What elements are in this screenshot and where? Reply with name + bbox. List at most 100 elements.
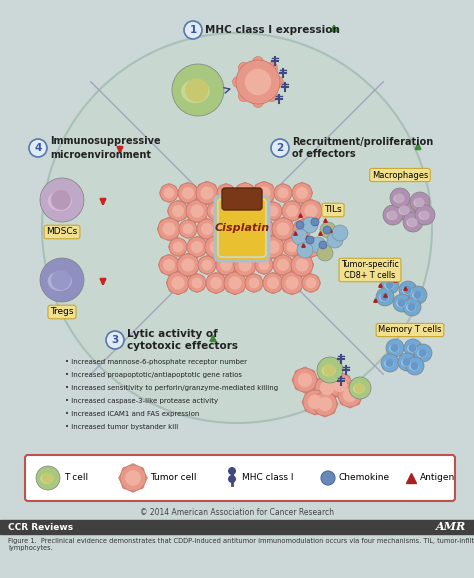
Circle shape	[207, 202, 225, 220]
Circle shape	[125, 470, 141, 486]
Circle shape	[181, 240, 185, 244]
Circle shape	[420, 210, 429, 220]
Circle shape	[306, 256, 311, 261]
Circle shape	[219, 186, 223, 190]
Circle shape	[264, 209, 268, 213]
Text: Immunosuppressive
microenvironment: Immunosuppressive microenvironment	[50, 136, 161, 160]
Circle shape	[266, 240, 280, 254]
Circle shape	[199, 232, 204, 237]
Circle shape	[285, 250, 289, 254]
Circle shape	[231, 262, 237, 268]
Circle shape	[263, 280, 267, 286]
Text: Cisplatin: Cisplatin	[214, 223, 270, 233]
Circle shape	[309, 370, 315, 376]
Circle shape	[273, 262, 277, 268]
Circle shape	[181, 232, 185, 236]
Text: 1: 1	[190, 25, 197, 35]
Circle shape	[304, 205, 318, 217]
Circle shape	[271, 216, 275, 220]
Circle shape	[381, 354, 399, 372]
Circle shape	[313, 392, 337, 416]
Circle shape	[236, 256, 241, 261]
Circle shape	[277, 238, 282, 243]
Circle shape	[254, 227, 258, 232]
Circle shape	[179, 269, 184, 274]
Circle shape	[185, 78, 209, 102]
Circle shape	[182, 187, 194, 199]
Circle shape	[255, 256, 273, 274]
Circle shape	[280, 280, 286, 286]
Circle shape	[322, 391, 328, 397]
Circle shape	[201, 260, 212, 271]
Circle shape	[172, 205, 184, 217]
Circle shape	[406, 357, 424, 375]
Circle shape	[229, 242, 240, 253]
Circle shape	[295, 258, 309, 272]
Circle shape	[173, 242, 183, 253]
Circle shape	[302, 399, 308, 405]
Circle shape	[158, 262, 164, 268]
Circle shape	[196, 182, 218, 204]
Circle shape	[306, 277, 317, 288]
Circle shape	[233, 252, 237, 256]
Circle shape	[238, 287, 244, 292]
FancyBboxPatch shape	[215, 196, 269, 261]
Circle shape	[242, 253, 248, 259]
Circle shape	[279, 280, 283, 286]
Text: Chemokine: Chemokine	[339, 473, 390, 483]
Circle shape	[391, 344, 399, 352]
Circle shape	[204, 218, 210, 224]
Circle shape	[160, 184, 178, 202]
Circle shape	[179, 256, 184, 261]
Circle shape	[262, 235, 266, 239]
Circle shape	[170, 203, 175, 208]
Circle shape	[253, 97, 264, 108]
Circle shape	[332, 225, 348, 241]
Circle shape	[347, 402, 353, 408]
Circle shape	[327, 382, 333, 388]
Circle shape	[219, 196, 223, 200]
Circle shape	[398, 299, 406, 307]
Circle shape	[323, 226, 331, 234]
Circle shape	[315, 376, 339, 400]
Circle shape	[228, 475, 236, 483]
Circle shape	[226, 238, 244, 256]
Ellipse shape	[393, 194, 404, 203]
Circle shape	[198, 197, 203, 202]
Circle shape	[281, 198, 285, 202]
Circle shape	[321, 471, 335, 485]
Circle shape	[236, 60, 280, 104]
Circle shape	[157, 226, 163, 232]
Circle shape	[319, 241, 327, 249]
Circle shape	[191, 205, 204, 217]
Circle shape	[40, 258, 84, 302]
Circle shape	[305, 196, 310, 201]
Circle shape	[286, 196, 290, 200]
Circle shape	[404, 339, 422, 357]
Circle shape	[210, 240, 223, 254]
Circle shape	[283, 287, 288, 292]
Circle shape	[270, 253, 276, 259]
Circle shape	[213, 288, 219, 294]
Circle shape	[284, 203, 289, 208]
Circle shape	[280, 235, 286, 241]
Circle shape	[232, 289, 238, 295]
Ellipse shape	[407, 344, 417, 353]
Circle shape	[185, 183, 191, 187]
Circle shape	[212, 263, 216, 267]
Circle shape	[167, 198, 171, 202]
Circle shape	[317, 208, 323, 214]
Circle shape	[210, 197, 216, 202]
Circle shape	[300, 198, 304, 203]
Circle shape	[238, 274, 244, 279]
Circle shape	[172, 276, 184, 290]
Circle shape	[246, 250, 251, 255]
Circle shape	[271, 139, 289, 157]
Circle shape	[271, 202, 275, 206]
Circle shape	[194, 253, 200, 258]
Circle shape	[219, 275, 224, 280]
Circle shape	[160, 191, 164, 195]
Circle shape	[194, 217, 200, 223]
Text: • Increased ICAM1 and FAS expression: • Increased ICAM1 and FAS expression	[65, 411, 200, 417]
Circle shape	[266, 214, 270, 218]
